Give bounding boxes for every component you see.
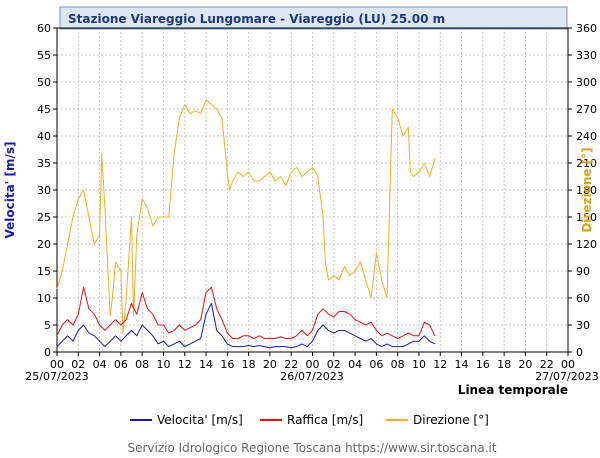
chart-title-box bbox=[59, 6, 568, 30]
x-tick-label: 12 bbox=[433, 358, 447, 371]
x-tick-label: 16 bbox=[220, 358, 234, 371]
x-tick-label: 22 bbox=[284, 358, 298, 371]
x-tick-label: 06 bbox=[114, 358, 128, 371]
left-tick-label: 40 bbox=[37, 130, 51, 143]
series-raffica-line bbox=[56, 286, 436, 339]
left-tick-label: 0 bbox=[44, 346, 51, 359]
x-axis-ticks: 00 02 04 06 08 10 12 14 16 18 20 22 00 02 04 06 08 10 12 14… bbox=[50, 352, 575, 371]
y-axis-right-label: Direzione [°] bbox=[580, 147, 594, 232]
left-tick-label: 20 bbox=[37, 238, 51, 251]
legend-label-raffica: Raffica [m/s] bbox=[287, 413, 363, 427]
x-tick-label: 10 bbox=[412, 358, 426, 371]
right-tick-label: 150 bbox=[576, 211, 597, 224]
right-tick-label: 360 bbox=[576, 22, 597, 35]
date-label-3: 27/07/2023 bbox=[535, 370, 598, 383]
x-tick-label: 20 bbox=[263, 358, 277, 371]
right-tick-label: 240 bbox=[576, 130, 597, 143]
x-tick-label: 02 bbox=[327, 358, 341, 371]
x-tick-label: 04 bbox=[93, 358, 107, 371]
x-tick-label: 18 bbox=[242, 358, 256, 371]
x-tick-label: 00 bbox=[306, 358, 320, 371]
x-tick-label: 08 bbox=[135, 358, 149, 371]
series-direzione-line bbox=[56, 99, 436, 335]
x-tick-label: 02 bbox=[71, 358, 85, 371]
date-label-2: 26/07/2023 bbox=[280, 370, 343, 383]
x-tick-label: 10 bbox=[156, 358, 170, 371]
right-axis-ticks: 0 30 60 90 120 150 180 210 240 270 300 330 360 bbox=[568, 22, 597, 359]
x-axis-label: Linea temporale bbox=[458, 383, 568, 397]
left-tick-label: 55 bbox=[37, 49, 51, 62]
legend-label-velocita: Velocita' [m/s] bbox=[157, 413, 243, 427]
right-tick-label: 180 bbox=[576, 184, 597, 197]
left-tick-label: 60 bbox=[37, 22, 51, 35]
right-tick-label: 120 bbox=[576, 238, 597, 251]
right-tick-label: 270 bbox=[576, 103, 597, 116]
x-tick-label: 14 bbox=[199, 358, 213, 371]
legend: Velocita' [m/s] Raffica [m/s] Direzione … bbox=[130, 413, 489, 427]
left-axis-ticks: 0 5 10 15 20 25 30 35 40 45 50 55 60 bbox=[37, 22, 57, 359]
x-tick-label: 06 bbox=[369, 358, 383, 371]
series-velocita-line bbox=[56, 302, 436, 349]
left-tick-label: 50 bbox=[37, 76, 51, 89]
y-axis-left-label: Velocita' [m/s] bbox=[3, 141, 17, 238]
right-tick-label: 330 bbox=[576, 49, 597, 62]
x-tick-label: 16 bbox=[476, 358, 490, 371]
chart-title: Stazione Viareggio Lungomare - Viareggio… bbox=[68, 12, 445, 26]
x-tick-label: 00 bbox=[50, 358, 64, 371]
right-tick-label: 60 bbox=[576, 292, 590, 305]
x-tick-label: 20 bbox=[518, 358, 532, 371]
right-tick-label: 300 bbox=[576, 76, 597, 89]
x-tick-label: 00 bbox=[561, 358, 575, 371]
x-tick-label: 14 bbox=[455, 358, 469, 371]
right-tick-label: 30 bbox=[576, 319, 590, 332]
x-tick-label: 18 bbox=[497, 358, 511, 371]
right-tick-label: 0 bbox=[576, 346, 583, 359]
left-tick-label: 30 bbox=[37, 184, 51, 197]
left-tick-label: 5 bbox=[44, 319, 51, 332]
left-tick-label: 10 bbox=[37, 292, 51, 305]
x-tick-label: 22 bbox=[540, 358, 554, 371]
legend-label-direzione: Direzione [°] bbox=[413, 413, 489, 427]
x-tick-label: 04 bbox=[348, 358, 362, 371]
grid bbox=[57, 28, 568, 352]
left-tick-label: 25 bbox=[37, 211, 51, 224]
right-tick-label: 90 bbox=[576, 265, 590, 278]
date-label-1: 25/07/2023 bbox=[25, 370, 88, 383]
right-tick-label: 210 bbox=[576, 157, 597, 170]
left-tick-label: 45 bbox=[37, 103, 51, 116]
left-tick-label: 35 bbox=[37, 157, 51, 170]
x-tick-label: 12 bbox=[178, 358, 192, 371]
left-tick-label: 15 bbox=[37, 265, 51, 278]
series-layer bbox=[56, 99, 436, 349]
footer-credit: Servizio Idrologico Regione Toscana http… bbox=[127, 441, 496, 455]
x-tick-label: 08 bbox=[391, 358, 405, 371]
